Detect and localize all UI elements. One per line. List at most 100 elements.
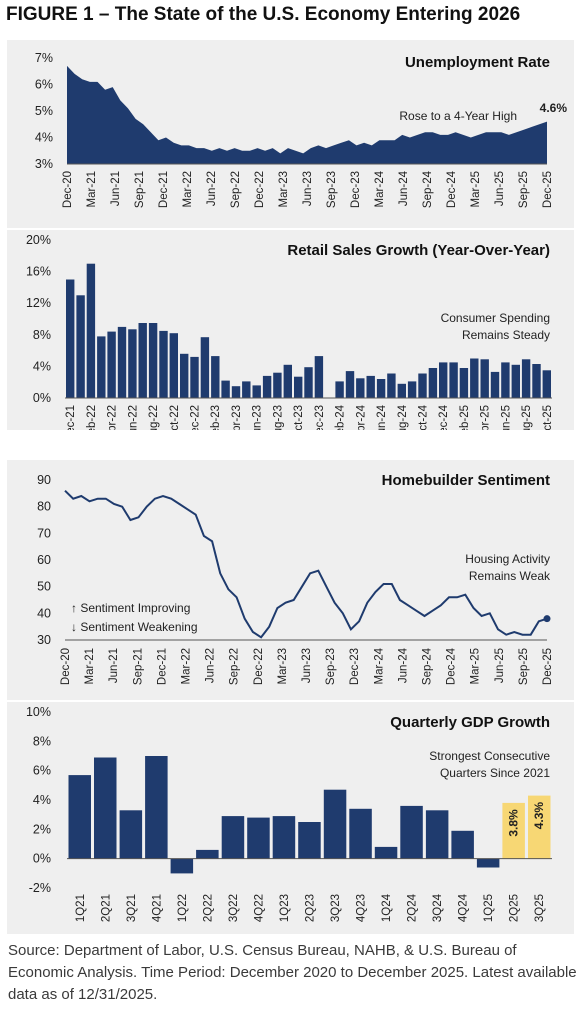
- retail-sales-chart: 0% 4% 8% 12% 16% 20% Consumer Spending Remains …: [26, 233, 554, 430]
- homebuilder-title: Homebuilder Sentiment: [381, 472, 550, 489]
- x-tick-label: Mar-24: [374, 170, 386, 207]
- x-tick-label: Jun-25: [494, 648, 506, 683]
- gdp-highlight-label: 3.8%: [507, 809, 521, 837]
- gdp-bar: [272, 816, 296, 859]
- x-tick-label: 2Q21: [100, 894, 112, 922]
- x-tick-label: 3Q21: [126, 894, 138, 922]
- y-tick-label: 90: [37, 473, 51, 487]
- x-tick-label: Mar-22: [182, 171, 194, 207]
- y-tick-label: 40: [37, 606, 51, 620]
- x-tick-label: Sep-25: [518, 171, 530, 208]
- retail-bar: [283, 364, 292, 398]
- retail-bar: [273, 372, 282, 398]
- y-tick-label: 70: [37, 526, 51, 540]
- gdp-title: Quarterly GDP Growth: [390, 714, 550, 731]
- gdp-highlight-label: 4.3%: [532, 802, 546, 830]
- gdp-bar: [451, 830, 474, 859]
- retail-bar: [511, 364, 520, 398]
- x-tick-label: Dec-24: [446, 647, 458, 685]
- retail-bar: [211, 356, 220, 398]
- y-tick-label: 50: [37, 580, 51, 594]
- retail-bar: [169, 333, 178, 398]
- x-tick-label: Mar-22: [181, 648, 193, 684]
- x-tick-label: Apr-25: [480, 405, 492, 430]
- x-tick-label: Dec-20: [62, 171, 74, 208]
- x-tick-label: Mar-25: [470, 648, 482, 684]
- retail-sales-title: Retail Sales Growth (Year-Over-Year): [287, 242, 550, 259]
- retail-bar: [180, 353, 189, 398]
- y-tick-label: 4%: [33, 793, 51, 807]
- gdp-bar: [119, 810, 143, 859]
- x-tick-label: Mar-24: [373, 647, 385, 684]
- x-tick-label: Dec-24: [438, 404, 450, 430]
- homebuilder-chart: 30 40 50 60 70 80 90 Housing Activity Remains We…: [37, 473, 554, 685]
- gdp-annotation-line1: Strongest Consecutive: [429, 749, 550, 763]
- gdp-bar: [298, 822, 321, 859]
- x-tick-label: Oct-25: [542, 405, 554, 430]
- x-tick-label: 4Q23: [356, 894, 368, 922]
- retail-bar: [428, 368, 438, 398]
- retail-bar: [86, 263, 96, 398]
- x-tick-label: Aug-25: [521, 405, 533, 430]
- retail-bar: [449, 362, 458, 398]
- x-tick-label: Apr-24: [355, 404, 367, 430]
- x-tick-label: Apr-23: [231, 405, 243, 430]
- x-tick-label: 3Q23: [330, 894, 342, 922]
- x-tick-label: Mar-21: [86, 171, 98, 207]
- figure-title: FIGURE 1 – The State of the U.S. Economy…: [6, 4, 521, 25]
- gdp-panel: -2% 0% 2% 4% 6% 8% 10% 3.8% 4.3% Strongest Consec…: [7, 702, 574, 934]
- gdp-bar: [68, 775, 91, 859]
- gdp-bar-highlight: [528, 795, 551, 859]
- sentiment-end-point: [543, 615, 551, 623]
- gdp-bar-highlight: [502, 802, 525, 859]
- unemployment-end-label: 4.6%: [540, 101, 568, 115]
- y-tick-label: 12%: [26, 296, 51, 310]
- retail-bar: [190, 356, 199, 398]
- retail-bar: [76, 295, 85, 398]
- retail-bar: [107, 331, 116, 398]
- x-tick-label: Jun-23: [302, 171, 314, 206]
- x-tick-label: Dec-23: [314, 405, 326, 430]
- y-tick-label: 2%: [33, 822, 51, 836]
- x-tick-label: Dec-22: [253, 648, 265, 685]
- x-tick-label: Mar-21: [84, 648, 96, 684]
- x-tick-label: Aug-24: [397, 404, 409, 430]
- y-tick-label: 4%: [33, 359, 51, 373]
- x-tick-label: Feb-24: [335, 404, 347, 430]
- retail-bar: [532, 364, 541, 398]
- gdp-bar: [94, 757, 117, 859]
- retail-bar: [397, 383, 406, 398]
- gdp-bar: [170, 858, 194, 874]
- x-tick-label: 2Q23: [305, 894, 317, 922]
- x-tick-label: Jun-22: [127, 405, 139, 430]
- retail-bar: [480, 359, 489, 398]
- retail-annotation-line1: Consumer Spending: [441, 311, 550, 325]
- x-tick-label: 1Q22: [177, 894, 189, 922]
- x-tick-label: Mar-23: [277, 648, 289, 684]
- x-tick-label: Dec-21: [156, 648, 168, 685]
- x-tick-label: Mar-25: [470, 171, 482, 207]
- x-tick-label: Feb-22: [86, 405, 98, 430]
- x-tick-label: Jun-21: [110, 171, 122, 206]
- retail-bar: [262, 375, 272, 398]
- retail-bar: [356, 378, 365, 399]
- gdp-bar: [374, 846, 398, 859]
- retail-annotation-line2: Remains Steady: [462, 328, 550, 342]
- x-tick-label: Apr-22: [107, 405, 119, 430]
- x-tick-label: Sep-25: [518, 648, 530, 685]
- x-tick-label: 2Q24: [407, 893, 419, 922]
- retail-bar: [200, 337, 210, 398]
- retail-bar: [252, 385, 261, 398]
- x-tick-label: Sep-21: [132, 648, 144, 685]
- y-tick-label: 60: [37, 553, 51, 567]
- y-tick-label: 10%: [26, 705, 51, 719]
- retail-bar: [407, 381, 417, 398]
- source-note: Source: Department of Labor, U.S. Census…: [8, 942, 577, 1003]
- x-tick-label: Jun-24: [397, 647, 409, 683]
- retail-bar: [314, 356, 324, 398]
- x-tick-label: Jun-23: [301, 648, 313, 683]
- x-tick-label: Sep-23: [325, 648, 337, 685]
- gdp-bar: [425, 810, 449, 859]
- x-tick-label: 1Q21: [75, 894, 87, 922]
- retail-bar: [470, 358, 479, 398]
